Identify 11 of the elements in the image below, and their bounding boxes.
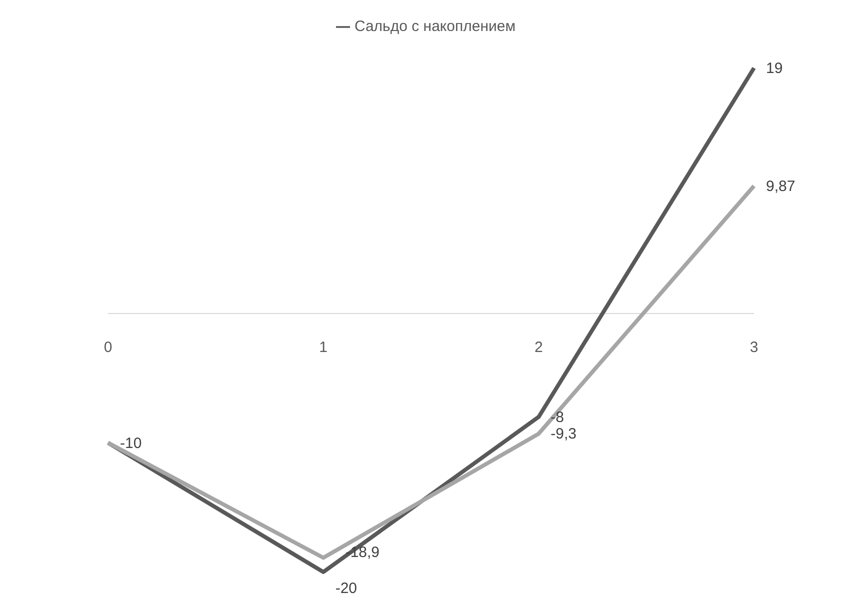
data-label: 9,87 (766, 178, 796, 195)
data-label: 19 (766, 60, 783, 77)
x-tick-label: 1 (319, 339, 328, 356)
x-tick-label: 2 (534, 339, 543, 356)
data-label: -10 (120, 434, 142, 452)
legend-label: Сальдо с накоплением (354, 18, 516, 35)
data-label: -20 (335, 580, 358, 597)
x-tick-label: 0 (104, 339, 112, 356)
data-label: -8 (550, 408, 564, 426)
x-tick-label: 3 (750, 339, 758, 356)
data-label: -9,3 (550, 426, 577, 443)
